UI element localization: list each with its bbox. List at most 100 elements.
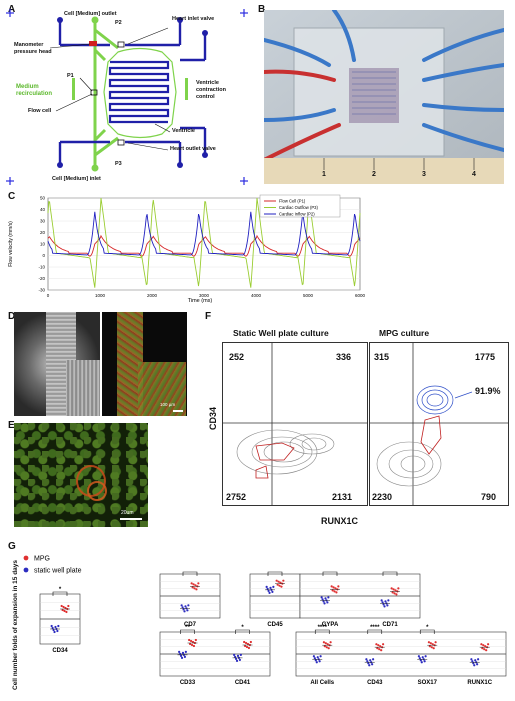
dot-mpg [431, 643, 434, 646]
panel-f-static-plot [222, 342, 368, 506]
chart-ytick: 30 [40, 219, 46, 224]
dot-mpg [430, 646, 433, 649]
dot-mpg [377, 644, 380, 647]
dot-static [271, 590, 274, 593]
dot-static [181, 606, 184, 609]
dot-mpg [322, 641, 325, 644]
label-cell-outlet: Cell [Medium] outlet [64, 11, 117, 17]
dot-static [315, 661, 318, 664]
chart-ytick: 20 [40, 230, 46, 235]
dot-mpg [191, 640, 195, 644]
panel-label-d: D [8, 311, 16, 322]
significance-bracket [419, 629, 435, 634]
dot-static [269, 586, 272, 589]
dot-mpg [487, 643, 490, 646]
dot-static [183, 610, 186, 613]
panel-a-schematic [6, 9, 248, 185]
chart-xtick: 4000 [251, 293, 262, 298]
legend-static: static well plate [34, 568, 82, 575]
label-pressure-head: pressure head [14, 49, 52, 55]
dot-static [476, 663, 479, 666]
dot-mpg [397, 587, 400, 590]
label-manometer: Manometer [14, 42, 44, 48]
dot-mpg [197, 582, 200, 585]
corner-marks [6, 9, 248, 185]
dot-mpg [429, 642, 432, 645]
dot-static [56, 629, 59, 633]
panel-f-static-title: Static Well plate culture [233, 328, 329, 338]
dot-static [423, 660, 426, 663]
static-q3: 2752 [226, 492, 247, 502]
dot-mpg [282, 579, 285, 582]
dot-mpg [481, 647, 484, 650]
dot-mpg [64, 606, 67, 610]
dot-mpg [324, 642, 327, 645]
dot-mpg [382, 643, 385, 646]
dot-static [312, 655, 315, 658]
chart-series-line-blue [47, 211, 361, 256]
ports [57, 16, 208, 172]
dot-static [383, 605, 386, 608]
significance-stars: *** [271, 570, 279, 573]
chart-xtick: 0 [47, 293, 50, 298]
dot-mpg [244, 644, 247, 648]
dot-static [57, 624, 60, 628]
dot-mpg [61, 608, 64, 612]
significance-bracket [182, 571, 198, 576]
dot-static [368, 664, 371, 667]
dotplot-category-label: CD7 [184, 622, 197, 628]
dot-static [51, 626, 54, 630]
dot-static [54, 625, 57, 629]
dot-mpg [330, 585, 333, 588]
dot-mpg [333, 590, 336, 593]
dotplot-category-label: All Cells [310, 680, 334, 686]
dot-mpg [485, 649, 488, 652]
dot-static [53, 630, 56, 634]
dot-mpg [245, 645, 249, 649]
fluorescence-image [101, 312, 187, 416]
dot-mpg [280, 585, 283, 588]
dot-mpg [194, 638, 197, 642]
dot-mpg [395, 593, 398, 596]
dot-mpg [194, 584, 197, 587]
static-q1: 252 [229, 352, 245, 362]
chart-ytick: 50 [40, 196, 46, 201]
significance-stars: *** [326, 570, 334, 573]
chart-legend-entry: Flow Cell (P1) [279, 199, 306, 204]
ruler-tick-4: 4 [472, 171, 476, 178]
dot-static [474, 659, 477, 662]
significance-bracket [382, 571, 398, 576]
dot-mpg [393, 592, 396, 595]
dot-mpg [432, 647, 435, 650]
dot-mpg [331, 589, 334, 592]
significance-stars: * [426, 625, 429, 631]
dot-static [184, 605, 187, 608]
dot-static [272, 585, 275, 588]
ventricle-chamber [103, 47, 177, 139]
mpg-q4: 790 [481, 492, 497, 502]
dot-static [187, 604, 190, 607]
ruler [264, 158, 504, 184]
significance-stars: **** [318, 625, 328, 631]
label-cell-inlet: Cell [Medium] inlet [52, 176, 101, 182]
significance-bracket [314, 629, 330, 634]
significance-bracket [322, 571, 338, 576]
dot-static [321, 598, 324, 601]
chart-legend: Flow Cell (P1)Cardiac Outflow (P3) Cardia… [264, 199, 318, 217]
chart-xtick: 6000 [355, 293, 366, 298]
dot-static [424, 655, 427, 658]
chart-ytick: 0 [42, 253, 45, 258]
dot-mpg [378, 648, 381, 651]
dot-static [239, 653, 242, 656]
panel-label-b: B [258, 4, 266, 15]
dotplot-category-label: CD45 [267, 622, 283, 628]
panel-f-mpg-plot [369, 342, 509, 506]
chart-ytick: 40 [40, 207, 46, 212]
dot-static [421, 656, 424, 659]
dot-mpg [394, 589, 397, 592]
tubing [264, 10, 504, 162]
mpg-q2: 1775 [475, 352, 496, 362]
dot-mpg [484, 645, 487, 648]
dot-mpg [249, 640, 252, 644]
significance-stars: ** [185, 625, 190, 631]
